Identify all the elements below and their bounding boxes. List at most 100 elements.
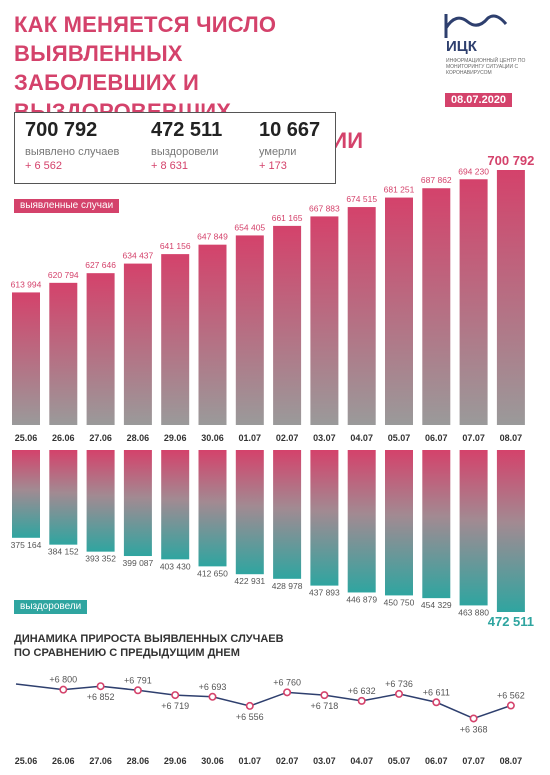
- cases-bar: [385, 197, 413, 425]
- dynamics-x-tick-label: 02.07: [276, 756, 299, 766]
- x-tick-label: 02.07: [276, 433, 299, 443]
- recovered-bar: [310, 450, 339, 586]
- cases-bar: [198, 244, 227, 425]
- recovered-bar: [496, 450, 525, 612]
- cases-value-label: 674 515: [346, 194, 377, 204]
- stat-label: выявлено случаев: [25, 146, 120, 158]
- dynamics-value-label: +6 562: [497, 691, 525, 701]
- cases-bar: [235, 235, 264, 425]
- dynamics-value-label: +6 632: [348, 686, 376, 696]
- recovered-bars: 375 164 384 152 393 352 399 087 403 430 412 6…: [11, 450, 534, 629]
- recovered-value-label: 450 750: [384, 597, 415, 607]
- x-tick-label: 26.06: [52, 433, 75, 443]
- dynamics-value-label: +6 718: [311, 701, 339, 711]
- x-tick-label: 28.06: [127, 433, 150, 443]
- x-tick-label: 06.07: [425, 433, 448, 443]
- recovered-legend-label: выздоровели: [14, 600, 88, 614]
- logo-subtitle: ИНФОРМАЦИОННЫЙ ЦЕНТР ПО МОНИТОРИНГУ СИТУ…: [446, 58, 526, 76]
- recovered-value-label: 446 879: [346, 594, 377, 604]
- title-line: КАК МЕНЯЕТСЯ ЧИСЛО ВЫЯВЛЕННЫХ: [14, 12, 277, 66]
- cases-bar: [123, 263, 152, 425]
- x-tick-label: 04.07: [350, 433, 373, 443]
- recovered-value-label: 375 164: [11, 540, 42, 550]
- recovered-bar: [422, 450, 451, 599]
- dynamics-title-line: ДИНАМИКА ПРИРОСТА ВЫЯВЛЕННЫХ СЛУЧАЕВ: [14, 633, 284, 645]
- cases-value-label: 667 883: [309, 203, 340, 213]
- cases-bar: [310, 216, 339, 425]
- stat-value: 472 511: [151, 119, 223, 141]
- stat-label: умерли: [259, 146, 297, 158]
- cases-bar: [12, 292, 40, 425]
- cases-value-label: 641 156: [160, 241, 191, 251]
- dynamics-point: [171, 691, 180, 700]
- date-badge: 08.07.2020: [445, 93, 513, 107]
- dynamics-point: [394, 689, 403, 698]
- dynamics-point: [432, 698, 441, 707]
- recovered-value-label: 384 152: [48, 547, 79, 557]
- cases-value-label: 627 646: [85, 260, 116, 270]
- cases-bar: [347, 207, 376, 425]
- dynamics-point: [133, 686, 142, 695]
- dynamics-value-label: +6 368: [460, 724, 488, 734]
- dynamics-value-label: +6 693: [199, 682, 227, 692]
- cases-value-label: 647 849: [197, 232, 228, 242]
- dynamics-value-label: +6 852: [87, 692, 115, 702]
- dynamics-point: [357, 696, 366, 705]
- dynamics-point: [469, 714, 478, 723]
- cases-bar: [459, 179, 488, 425]
- stats-box: 700 792 выявлено случаев + 6 562 472 511…: [14, 112, 336, 184]
- dynamics-x-tick-label: 08.07: [500, 756, 523, 766]
- cases-legend-label: выявленные случаи: [14, 199, 120, 213]
- x-tick-label: 07.07: [462, 433, 485, 443]
- x-tick-label: 03.07: [313, 433, 336, 443]
- dynamics-x-tick-label: 03.07: [313, 756, 336, 766]
- cases-value-label: 681 251: [384, 185, 415, 195]
- recovered-value-label: 393 352: [85, 554, 116, 564]
- stat-value: 10 667: [259, 119, 321, 141]
- stat-recovered: 472 511 выздоровели + 8 631: [151, 119, 222, 172]
- dynamics-title-line: ПО СРАВНЕНИЮ С ПРЕДЫДУЩИМ ДНЕМ: [14, 647, 240, 659]
- recovered-bar: [347, 450, 376, 593]
- cases-bar: [86, 273, 115, 425]
- dynamics-x-tick-label: 06.07: [425, 756, 448, 766]
- dynamics-x-tick-label: 01.07: [239, 756, 262, 766]
- recovered-value-label: 454 329: [421, 600, 452, 610]
- dynamics-x-tick-label: 04.07: [350, 756, 373, 766]
- x-tick-label: 29.06: [164, 433, 187, 443]
- cases-bar: [273, 225, 302, 425]
- recovered-bar: [123, 450, 152, 557]
- dynamics-line-chart: +6 800 +6 852 +6 791 +6 719 +6 693 +6 556 +6 7…: [15, 675, 525, 766]
- x-tick-label: 05.07: [388, 433, 411, 443]
- dynamics-value-label: +6 800: [49, 675, 77, 685]
- cases-value-label: 694 230: [458, 166, 489, 176]
- recovered-value-label: 403 430: [160, 561, 191, 571]
- recovered-bar: [49, 450, 78, 545]
- cases-bar: [49, 282, 78, 425]
- recovered-value-label: 472 511: [488, 614, 534, 629]
- stat-delta: + 8 631: [151, 160, 189, 172]
- recovered-value-label: 428 978: [272, 581, 303, 591]
- dynamics-x-tick-label: 30.06: [201, 756, 224, 766]
- stat-value: 700 792: [25, 119, 98, 141]
- recovered-value-label: 463 880: [458, 607, 489, 617]
- stat-cases: 700 792 выявлено случаев + 6 562: [25, 119, 119, 172]
- date-axis: 25.06 26.06 27.06 28.06 29.06 30.06 01.07 02.07…: [15, 433, 522, 443]
- dynamics-value-label: +6 611: [423, 687, 450, 697]
- dynamics-value-label: +6 556: [236, 712, 264, 722]
- recovered-bar: [86, 450, 115, 552]
- dynamics-x-tick-label: 05.07: [388, 756, 411, 766]
- dynamics-x-tick-label: 29.06: [164, 756, 187, 766]
- recovered-bar: [235, 450, 264, 575]
- cases-value-label: 687 862: [421, 175, 452, 185]
- cases-value-label: 700 792: [487, 153, 534, 168]
- x-tick-label: 27.06: [89, 433, 112, 443]
- dynamics-point: [208, 692, 217, 701]
- stat-label: выздоровели: [151, 146, 219, 158]
- recovered-bar: [385, 450, 413, 596]
- recovered-bar: [273, 450, 302, 579]
- cases-value-label: 613 994: [11, 279, 42, 289]
- dynamics-title: ДИНАМИКА ПРИРОСТА ВЫЯВЛЕННЫХ СЛУЧАЕВ ПО …: [14, 632, 314, 660]
- dynamics-value-label: +6 760: [273, 677, 301, 687]
- dynamics-value-label: +6 736: [385, 679, 413, 689]
- cases-value-label: 654 405: [234, 222, 265, 232]
